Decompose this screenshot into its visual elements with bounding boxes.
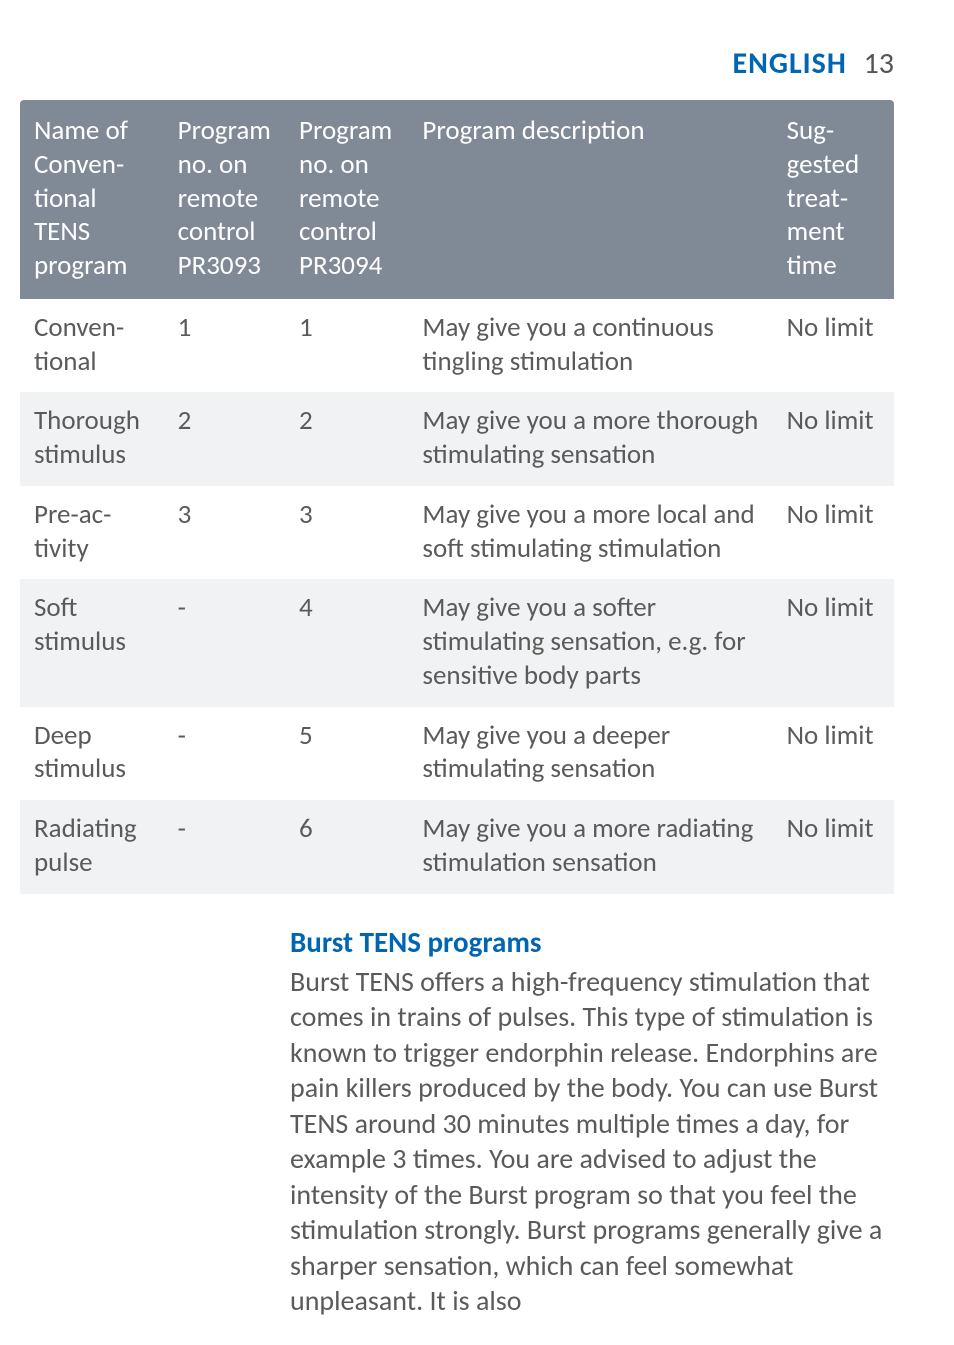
table-cell: 1 — [164, 299, 285, 393]
table-cell: 2 — [285, 392, 408, 486]
table-cell: May give you a continu­ous tingling stim… — [408, 299, 772, 393]
burst-paragraph: Burst TENS offers a high-frequency stimu… — [290, 964, 894, 1319]
table-row: Radiating pulse-6May give you a more rad… — [20, 800, 894, 894]
col-header-description: Program description — [408, 100, 772, 299]
table-cell: May give you a more thorough stimulating… — [408, 392, 772, 486]
table-cell: 5 — [285, 707, 408, 801]
table-cell: Radiating pulse — [20, 800, 164, 894]
table-cell: 6 — [285, 800, 408, 894]
header-language: ENGLISH — [732, 45, 846, 82]
programs-table: Name of Conven­tional TENS program Progr… — [20, 100, 894, 894]
col-header-pr3093: Program no. on remote control PR3093 — [164, 100, 285, 299]
table-cell: Deep stimulus — [20, 707, 164, 801]
col-header-time: Sug­gested treat­ment time — [773, 100, 894, 299]
table-cell: 1 — [285, 299, 408, 393]
header-page-number: 13 — [864, 45, 894, 82]
table-cell: May give you a softer stimulating sensat… — [408, 579, 772, 706]
table-cell: May give you a deeper stimulating sensat… — [408, 707, 772, 801]
col-header-name: Name of Conven­tional TENS program — [20, 100, 164, 299]
table-cell: Thorough stimulus — [20, 392, 164, 486]
table-head: Name of Conven­tional TENS program Progr… — [20, 100, 894, 299]
table-cell: Conven­tional — [20, 299, 164, 393]
table-cell: 3 — [164, 486, 285, 580]
page-header: ENGLISH 13 — [0, 0, 954, 100]
burst-section: Burst TENS programs Burst TENS offers a … — [0, 894, 954, 1319]
table-cell: No limit — [773, 299, 894, 393]
table-cell: No limit — [773, 800, 894, 894]
table-row: Soft stimulus-4May give you a softer sti… — [20, 579, 894, 706]
table-cell: Pre-ac­tivity — [20, 486, 164, 580]
table-cell: May give you a more local and soft stimu… — [408, 486, 772, 580]
table-cell: 3 — [285, 486, 408, 580]
table-cell: No limit — [773, 579, 894, 706]
table-cell: Soft stimulus — [20, 579, 164, 706]
table-cell: - — [164, 579, 285, 706]
table-cell: - — [164, 800, 285, 894]
table-row: Conven­tional11May give you a continu­ou… — [20, 299, 894, 393]
table-cell: May give you a more radiating stimulatio… — [408, 800, 772, 894]
table-cell: No limit — [773, 486, 894, 580]
burst-heading: Burst TENS programs — [290, 924, 894, 960]
table-cell: - — [164, 707, 285, 801]
table-cell: 2 — [164, 392, 285, 486]
table-cell: No limit — [773, 707, 894, 801]
table-row: Deep stimulus-5May give you a deeper sti… — [20, 707, 894, 801]
table-row: Pre-ac­tivity33May give you a more local… — [20, 486, 894, 580]
table-body: Conven­tional11May give you a continu­ou… — [20, 299, 894, 894]
table-row: Thorough stimulus22May give you a more t… — [20, 392, 894, 486]
programs-table-wrap: Name of Conven­tional TENS program Progr… — [0, 100, 954, 894]
table-cell: 4 — [285, 579, 408, 706]
table-header-row: Name of Conven­tional TENS program Progr… — [20, 100, 894, 299]
col-header-pr3094: Program no. on remote control PR3094 — [285, 100, 408, 299]
table-cell: No limit — [773, 392, 894, 486]
